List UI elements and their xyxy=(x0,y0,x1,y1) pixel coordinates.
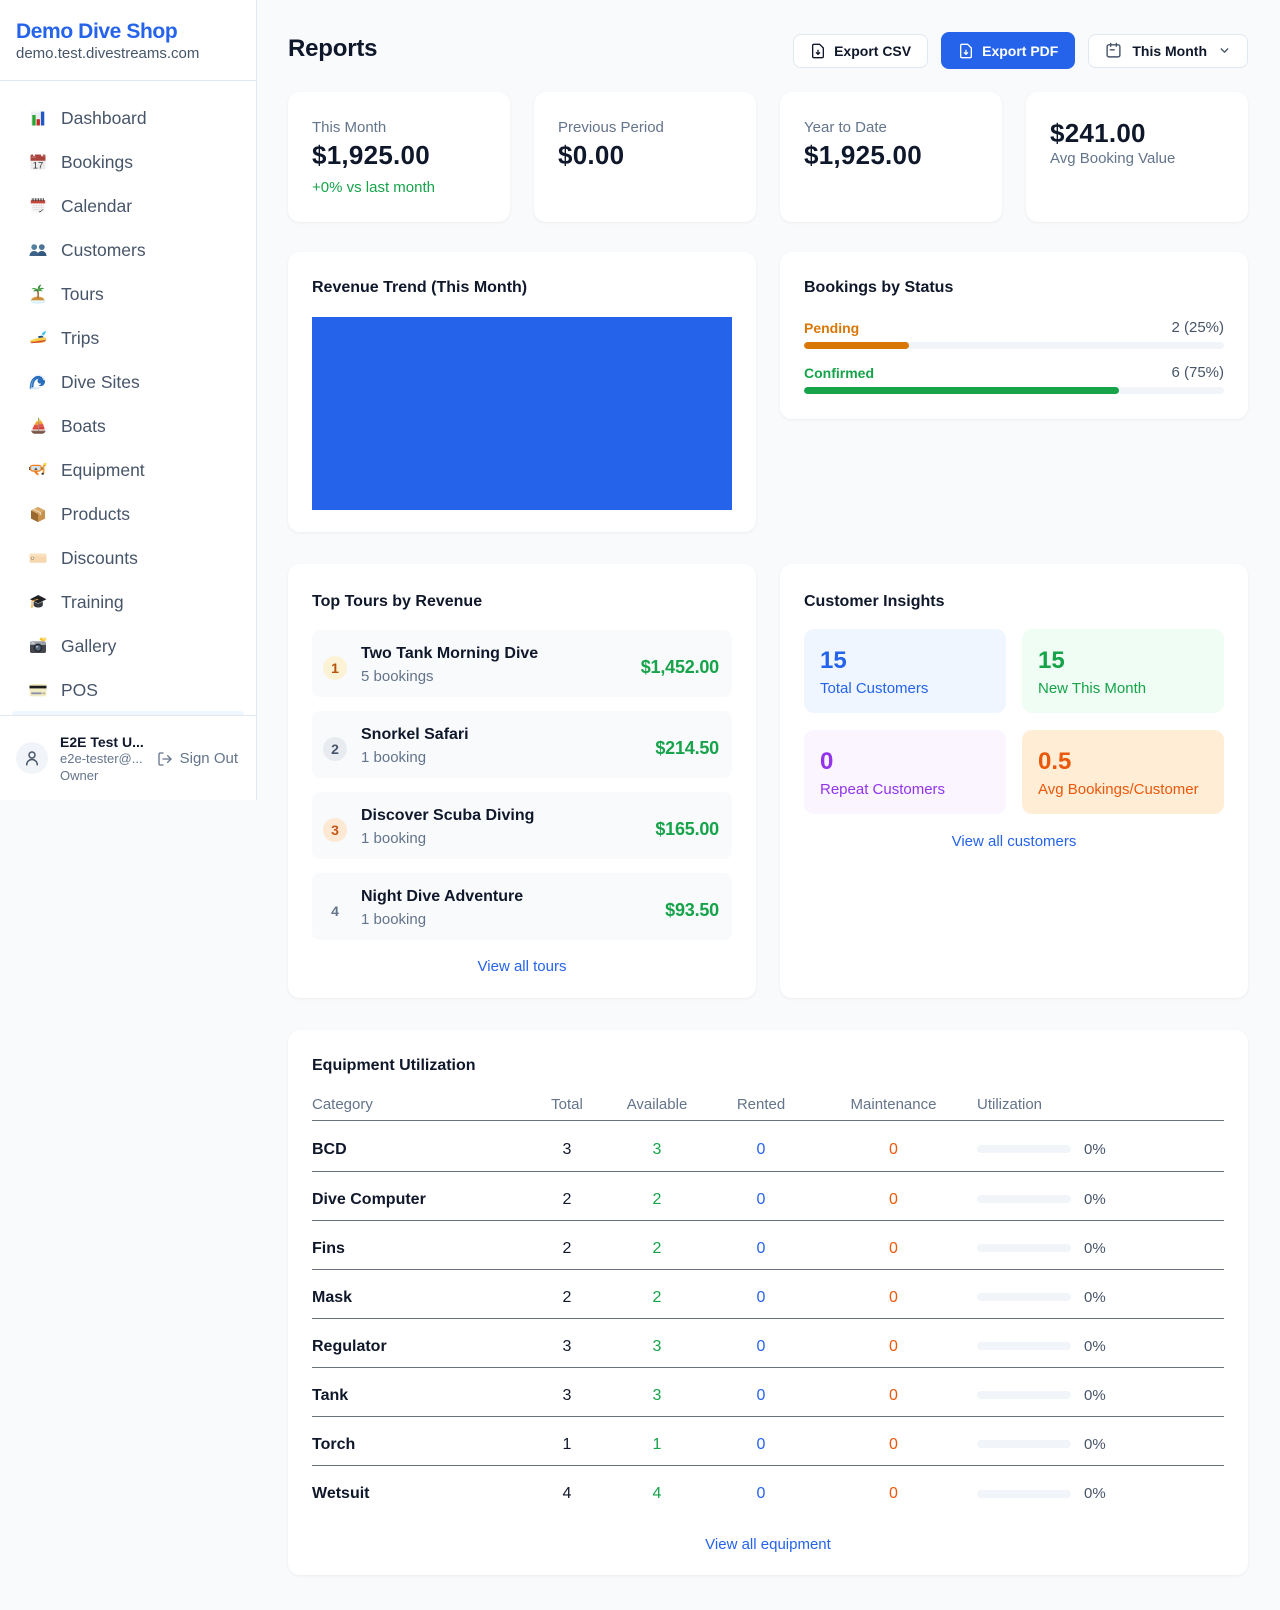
svg-text:17: 17 xyxy=(33,160,44,171)
